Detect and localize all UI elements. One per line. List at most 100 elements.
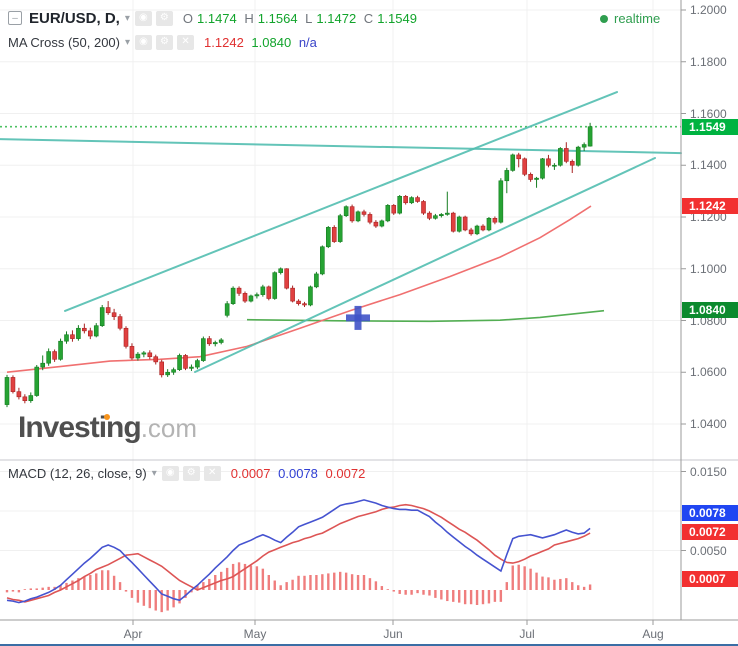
candle-body[interactable] [510, 154, 516, 171]
candle-body[interactable] [349, 206, 355, 222]
upper-channel-line[interactable] [64, 91, 618, 312]
candle-body[interactable] [111, 312, 117, 317]
candle-body[interactable] [171, 369, 176, 373]
candle-body[interactable] [165, 371, 170, 376]
candle-body[interactable] [242, 293, 248, 302]
candle-body[interactable] [99, 307, 105, 326]
candle-body[interactable] [195, 360, 200, 368]
candle-body[interactable] [439, 214, 444, 217]
gear-icon[interactable]: ⚙ [156, 34, 174, 50]
candle-body[interactable] [450, 212, 456, 232]
candle-body[interactable] [355, 211, 361, 222]
candle-body[interactable] [563, 148, 569, 162]
candle-body[interactable] [325, 227, 331, 248]
candle-body[interactable] [93, 325, 99, 337]
candle-body[interactable] [64, 334, 69, 342]
eye-icon[interactable]: ◉ [134, 10, 152, 26]
candle-body[interactable] [230, 287, 236, 304]
candle-body[interactable] [70, 334, 75, 339]
candle-body[interactable] [427, 212, 432, 219]
candle-body[interactable] [212, 342, 218, 345]
candle-body[interactable] [581, 144, 587, 148]
candle-body[interactable] [272, 272, 278, 299]
macd-title[interactable]: MACD (12, 26, close, 9) [8, 465, 147, 481]
candle-body[interactable] [373, 221, 379, 227]
candle-body[interactable] [82, 327, 87, 332]
candle-body[interactable] [76, 327, 81, 339]
candle-body[interactable] [159, 361, 164, 376]
candle-body[interactable] [403, 196, 408, 204]
candle-body[interactable] [16, 391, 22, 398]
candle-body[interactable] [105, 307, 111, 314]
candle-body[interactable] [236, 287, 242, 294]
candle-body[interactable] [46, 351, 51, 364]
candle-body[interactable] [22, 396, 28, 402]
candle-body[interactable] [552, 164, 557, 167]
candle-body[interactable] [456, 216, 462, 232]
collapse-icon[interactable]: – [8, 11, 22, 25]
candle-body[interactable] [129, 346, 135, 359]
candle-body[interactable] [224, 303, 230, 316]
symbol-title[interactable]: EUR/USD, D, [29, 9, 120, 27]
candle-body[interactable] [343, 206, 349, 217]
candle-body[interactable] [534, 177, 539, 180]
candle-body[interactable] [320, 246, 325, 275]
crosshair-cursor-icon[interactable] [354, 305, 362, 330]
candle-body[interactable] [444, 212, 450, 215]
candle-body[interactable] [302, 303, 307, 306]
candle-body[interactable] [123, 327, 129, 347]
candle-body[interactable] [284, 268, 289, 289]
candle-body[interactable] [290, 287, 295, 302]
candle-body[interactable] [153, 356, 159, 363]
candle-body[interactable] [183, 355, 188, 369]
candle-body[interactable] [546, 158, 551, 166]
candle-body[interactable] [468, 229, 474, 235]
lower-channel-line[interactable] [194, 157, 656, 373]
candle-body[interactable] [462, 216, 468, 231]
chevron-down-icon[interactable]: ▾ [125, 36, 131, 48]
close-icon[interactable]: ✕ [203, 465, 221, 481]
candle-body[interactable] [385, 205, 391, 222]
candle-body[interactable] [486, 217, 492, 231]
candle-body[interactable] [141, 352, 147, 355]
candle-body[interactable] [492, 217, 498, 223]
candle-body[interactable] [522, 158, 527, 175]
candle-body[interactable] [421, 201, 426, 214]
candle-body[interactable] [433, 215, 438, 219]
candle-body[interactable] [207, 338, 212, 345]
candle-body[interactable] [201, 338, 206, 361]
candle-body[interactable] [278, 268, 284, 273]
candle-body[interactable] [135, 353, 141, 359]
candle-body[interactable] [10, 377, 16, 392]
candle-body[interactable] [391, 205, 397, 214]
candle-body[interactable] [331, 227, 337, 242]
candle-body[interactable] [260, 286, 266, 295]
candle-body[interactable] [569, 161, 575, 166]
candle-body[interactable] [296, 300, 301, 304]
candle-body[interactable] [587, 126, 593, 147]
gear-icon[interactable]: ⚙ [155, 10, 173, 26]
ma-cross-title[interactable]: MA Cross (50, 200) [8, 34, 120, 50]
close-icon[interactable]: ✕ [177, 34, 195, 50]
candle-body[interactable] [117, 316, 123, 329]
candle-body[interactable] [88, 330, 93, 337]
candle-body[interactable] [308, 286, 313, 306]
eye-icon[interactable]: ◉ [161, 465, 179, 481]
candle-body[interactable] [474, 225, 480, 235]
candle-body[interactable] [516, 154, 522, 160]
candle-body[interactable] [409, 197, 414, 204]
candle-body[interactable] [337, 215, 343, 242]
chevron-down-icon[interactable]: ▾ [124, 12, 130, 24]
candle-body[interactable] [367, 214, 373, 223]
candle-body[interactable] [28, 395, 34, 402]
candle-body[interactable] [504, 170, 510, 182]
candle-body[interactable] [147, 352, 153, 358]
candle-body[interactable] [314, 273, 319, 288]
candle-body[interactable] [40, 362, 46, 368]
candle-body[interactable] [558, 148, 563, 166]
candle-body[interactable] [4, 377, 10, 405]
candle-body[interactable] [189, 366, 194, 369]
candle-body[interactable] [52, 351, 57, 360]
candle-body[interactable] [266, 286, 272, 299]
